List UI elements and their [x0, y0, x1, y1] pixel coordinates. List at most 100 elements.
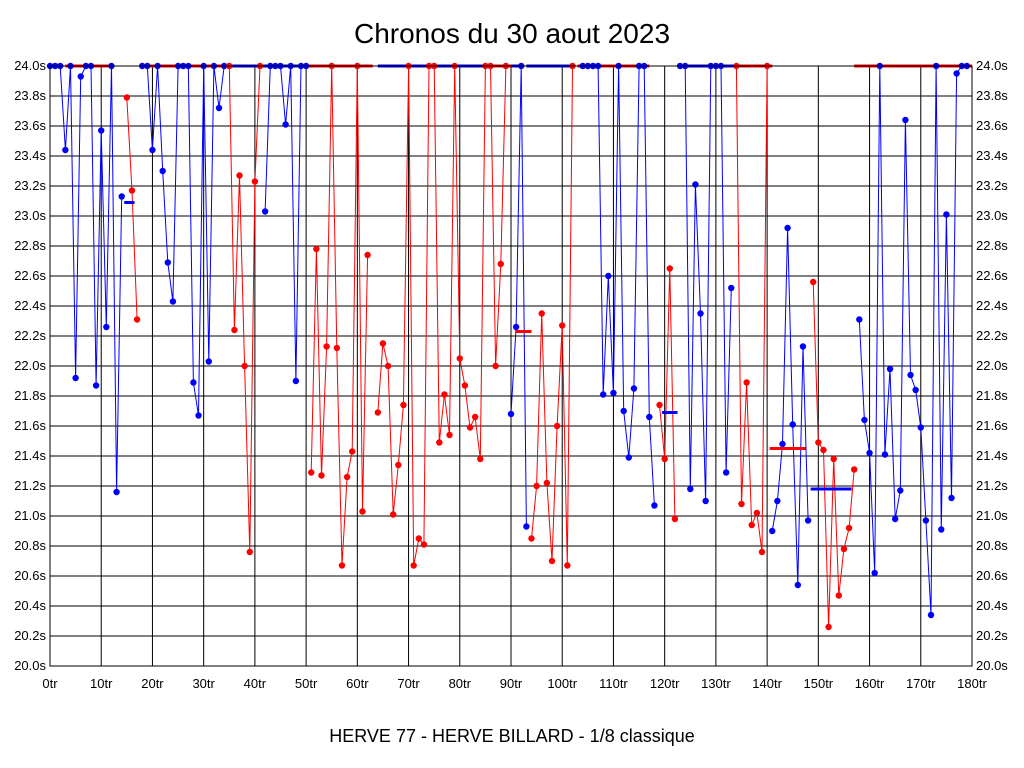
- data-point-red: [815, 439, 822, 446]
- data-point-red: [379, 340, 387, 347]
- series-line-blue: [264, 65, 307, 382]
- series-line-red: [659, 268, 676, 520]
- data-point-red: [446, 431, 453, 439]
- data-point-red: [477, 455, 484, 463]
- y-tick-label-right: 20.6s: [976, 568, 1008, 583]
- data-point-blue: [799, 343, 807, 350]
- data-point-red: [825, 623, 832, 631]
- data-point-red: [384, 362, 392, 370]
- data-point-blue: [804, 517, 812, 524]
- data-point-red: [400, 401, 407, 409]
- data-point-blue: [169, 298, 177, 305]
- data-point-red: [436, 439, 443, 446]
- data-point-red: [810, 278, 817, 286]
- data-point-red: [497, 260, 504, 268]
- data-point-blue: [866, 449, 873, 457]
- x-tick-label: 50tr: [295, 676, 318, 691]
- y-tick-label-right: 21.4s: [976, 448, 1008, 463]
- data-point-blue: [113, 488, 120, 496]
- data-point-blue: [103, 323, 110, 331]
- data-point-blue: [943, 211, 950, 218]
- y-tick-label-left: 21.4s: [14, 448, 46, 463]
- data-point-red: [251, 178, 259, 185]
- data-point-red: [471, 413, 479, 421]
- y-tick-label-left: 23.2s: [14, 178, 46, 193]
- y-tick-label-left: 20.6s: [14, 568, 46, 583]
- x-tick-label: 70tr: [397, 676, 420, 691]
- data-point-red: [420, 541, 428, 548]
- data-point-blue: [728, 284, 735, 292]
- series-line-red: [531, 65, 573, 566]
- data-point-red: [349, 448, 356, 455]
- data-point-red: [364, 251, 371, 259]
- average-markers: [124, 201, 852, 491]
- data-point-blue: [292, 377, 300, 385]
- data-point-red: [389, 511, 397, 518]
- data-point-red: [656, 401, 663, 409]
- x-tick-label: 60tr: [346, 676, 369, 691]
- data-point-red: [323, 343, 330, 350]
- data-point-blue: [891, 515, 899, 523]
- data-point-red: [374, 409, 382, 416]
- data-point-blue: [692, 181, 699, 188]
- data-point-blue: [871, 569, 878, 577]
- data-point-blue: [72, 374, 79, 382]
- data-point-blue: [507, 410, 515, 418]
- data-point-red: [820, 446, 827, 454]
- data-point-red: [666, 265, 673, 272]
- series-line-red: [310, 65, 369, 566]
- data-point-red: [748, 521, 755, 529]
- data-point-blue: [512, 323, 520, 331]
- y-tick-label-right: 23.6s: [976, 118, 1008, 133]
- series-line-blue: [680, 65, 732, 502]
- y-tick-label-left: 24.0s: [14, 58, 46, 73]
- data-point-blue: [702, 497, 709, 505]
- data-point-blue: [118, 193, 125, 200]
- y-tick-label-right: 21.6s: [976, 418, 1008, 433]
- y-tick-label-right: 23.2s: [976, 178, 1008, 193]
- y-tick-label-right: 20.8s: [976, 538, 1008, 553]
- data-point-blue: [195, 412, 202, 419]
- series-line-red: [735, 65, 768, 553]
- data-point-blue: [620, 407, 627, 415]
- series: [46, 62, 971, 631]
- series-line-blue: [858, 65, 967, 616]
- data-point-red: [543, 479, 551, 487]
- y-tick-label-right: 22.8s: [976, 238, 1008, 253]
- x-tick-label: 150tr: [804, 676, 834, 691]
- plot-frame: [49, 65, 973, 667]
- y-tick-label-left: 21.8s: [14, 388, 46, 403]
- data-point-red: [415, 535, 422, 542]
- y-tick-label-right: 20.0s: [976, 658, 1008, 673]
- data-point-blue: [953, 70, 960, 77]
- x-tick-label: 130tr: [701, 676, 731, 691]
- data-point-blue: [774, 497, 781, 505]
- y-tick-label-left: 23.0s: [14, 208, 46, 223]
- y-tick-label-left: 20.8s: [14, 538, 46, 553]
- x-tick-label: 90tr: [500, 676, 523, 691]
- data-point-blue: [907, 371, 914, 379]
- data-point-red: [753, 509, 761, 517]
- data-point-red: [236, 172, 243, 179]
- data-point-blue: [190, 379, 197, 386]
- series-line-blue: [510, 65, 527, 527]
- data-point-red: [333, 344, 341, 352]
- data-point-red: [559, 322, 566, 329]
- data-point-red: [671, 515, 679, 523]
- data-point-blue: [62, 146, 69, 154]
- x-tick-label: 0tr: [42, 676, 58, 691]
- y-tick-label-left: 22.0s: [14, 358, 46, 373]
- data-point-red: [456, 355, 463, 362]
- data-point-blue: [92, 382, 100, 389]
- data-point-red: [441, 391, 448, 398]
- data-point-blue: [687, 485, 694, 493]
- data-point-blue: [630, 385, 638, 392]
- data-point-blue: [881, 451, 889, 458]
- data-point-blue: [917, 424, 924, 431]
- data-point-red: [395, 461, 402, 469]
- y-tick-label-left: 21.6s: [14, 418, 46, 433]
- data-point-red: [466, 424, 474, 431]
- y-tick-label-left: 23.6s: [14, 118, 46, 133]
- data-point-blue: [159, 167, 166, 175]
